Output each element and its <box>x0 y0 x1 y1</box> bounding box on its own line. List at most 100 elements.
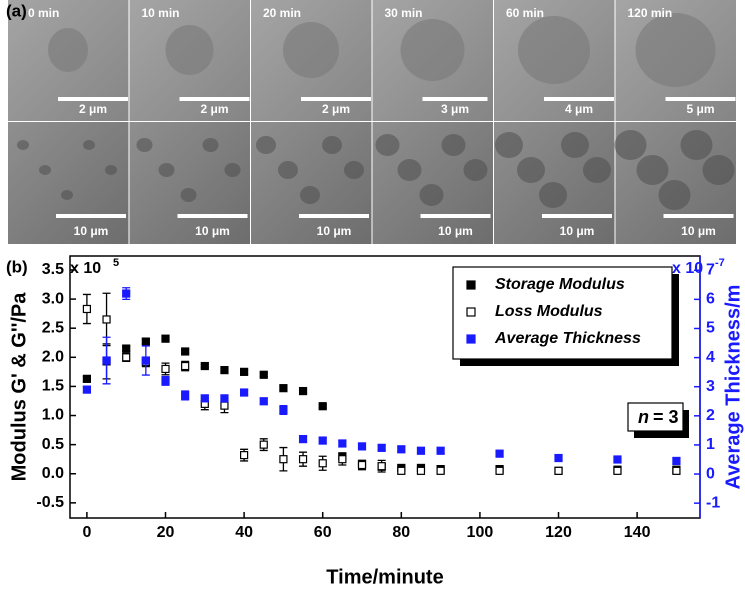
data-point <box>318 436 327 445</box>
y-multiplier: x 10 <box>70 260 101 277</box>
y-tick-label: 2.0 <box>42 349 64 366</box>
data-point <box>122 289 131 298</box>
cell <box>165 25 214 75</box>
cell <box>400 19 465 81</box>
cell <box>105 165 117 175</box>
data-point <box>436 466 445 475</box>
scale-label: 5 μm <box>686 102 714 116</box>
data-point <box>141 337 150 346</box>
cell <box>202 138 219 152</box>
y-tick-label: 3.5 <box>42 261 64 278</box>
cell <box>180 188 197 202</box>
cell <box>344 161 364 179</box>
data-point <box>259 440 268 449</box>
cell <box>614 130 647 160</box>
y2-tick-label: 2 <box>706 407 715 424</box>
panel-label: (b) <box>6 257 28 276</box>
data-point <box>338 439 347 448</box>
cell <box>561 132 589 158</box>
time-label: 30 min <box>385 6 423 20</box>
data-point <box>181 361 190 371</box>
data-point <box>200 361 209 371</box>
data-point <box>377 462 386 471</box>
data-point <box>672 456 681 466</box>
data-point <box>416 466 426 475</box>
data-point <box>279 455 288 464</box>
scale-label: 4 μm <box>565 102 593 116</box>
x-tick-label: 140 <box>624 524 651 541</box>
micrograph <box>8 122 129 244</box>
data-point <box>220 394 229 403</box>
cell <box>224 163 241 177</box>
cell <box>300 186 320 204</box>
data-point <box>672 466 681 475</box>
data-point <box>181 391 190 400</box>
data-point <box>554 453 563 463</box>
cell <box>283 22 339 78</box>
scale-label: 2 μm <box>322 102 350 116</box>
scale-label: 10 μm <box>560 224 595 238</box>
time-label: 60 min <box>506 6 544 20</box>
legend <box>452 266 673 360</box>
data-point <box>220 366 229 375</box>
cell <box>583 157 611 183</box>
data-point <box>200 394 209 403</box>
cell <box>419 184 444 206</box>
data-point <box>122 344 131 353</box>
data-point <box>436 446 445 455</box>
y-tick-label: 3.0 <box>42 290 64 307</box>
data-point <box>220 401 229 410</box>
x-tick-label: 60 <box>314 524 332 541</box>
annotation: = 3 <box>648 407 679 427</box>
y2-tick-label: 7 <box>706 261 715 278</box>
data-point <box>298 455 308 464</box>
x-tick-label: 100 <box>467 524 494 541</box>
cell <box>322 136 342 154</box>
y2-tick-label: 3 <box>706 378 715 395</box>
scale-label: 10 μm <box>438 224 473 238</box>
micrographs: 0 min 2 μm 10 min 2 μm 20 min 2 μm 30 min 3 μm 6… <box>8 0 736 244</box>
y-tick-label: -0.5 <box>36 494 64 511</box>
cell <box>636 155 669 185</box>
time-label: 120 min <box>628 6 673 20</box>
cell <box>658 180 691 210</box>
y2-axis-label: Average Thickness/m <box>722 285 744 490</box>
data-point <box>397 445 406 454</box>
cell <box>463 159 488 181</box>
y-tick-label: 0.0 <box>42 465 64 482</box>
data-point <box>240 451 249 460</box>
y2-tick-label: 4 <box>706 349 715 366</box>
data-point <box>554 466 563 475</box>
data-point <box>181 347 190 356</box>
scale-label: 3 μm <box>441 102 469 116</box>
legend-marker <box>466 334 476 344</box>
cell <box>441 134 466 156</box>
data-point <box>338 455 347 464</box>
data-point <box>357 442 367 451</box>
panel-label: (a) <box>6 1 27 20</box>
data-point <box>82 385 91 394</box>
data-point <box>318 402 327 411</box>
x-tick-label: 120 <box>545 524 572 541</box>
y2-multiplier-exp: -7 <box>715 257 725 269</box>
data-point <box>279 405 288 415</box>
data-point <box>397 466 406 475</box>
data-point <box>416 446 426 455</box>
cell <box>397 159 422 181</box>
data-point <box>298 386 308 396</box>
y-tick-label: 1.0 <box>42 407 64 424</box>
cell <box>136 138 153 152</box>
data-point <box>377 443 386 452</box>
x-axis-label: Time/minute <box>326 566 443 588</box>
cell <box>517 157 545 183</box>
data-point <box>259 370 268 379</box>
cell <box>158 163 175 177</box>
cell <box>83 140 95 150</box>
scale-label: 10 μm <box>317 224 352 238</box>
y2-tick-label: 5 <box>706 320 715 337</box>
cell <box>256 136 276 154</box>
cell <box>680 130 713 160</box>
data-point <box>122 353 131 362</box>
data-point <box>259 397 268 406</box>
